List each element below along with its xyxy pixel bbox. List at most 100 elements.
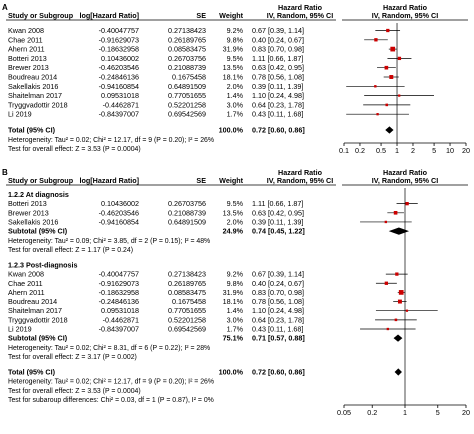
header-hr-method: IV, Random, 95% CI (267, 11, 333, 20)
header-plot-title: Hazard Ratio (383, 168, 428, 177)
standard-error: 0.64891509 (168, 82, 206, 91)
log-hazard-ratio: -0.4462871 (103, 315, 139, 324)
point-estimate-marker (405, 309, 409, 312)
header-hr-method: IV, Random, 95% CI (267, 176, 333, 185)
point-estimate-marker (390, 46, 396, 52)
x-tick-label: 1 (403, 408, 407, 417)
weight-value: 13.5% (223, 208, 244, 217)
standard-error: 0.26189765 (168, 279, 206, 288)
x-tick-label: 0.05 (337, 408, 351, 417)
panel-label: B (2, 168, 8, 177)
study-name: Boudreau 2014 (8, 73, 57, 82)
hazard-ratio-ci: 1.11 [0.66, 1.87] (252, 54, 303, 63)
x-tick-label: 0.1 (339, 146, 349, 155)
x-tick-label: 5 (432, 146, 436, 155)
hazard-ratio-ci: 1.10 [0.24, 4.98] (252, 306, 304, 315)
point-estimate-marker (397, 56, 402, 61)
hazard-ratio-ci: 0.40 [0.24, 0.67] (252, 35, 304, 44)
total-label: Total (95% CI) (8, 368, 56, 377)
weight-value: 2.0% (227, 217, 244, 226)
point-estimate-marker (397, 299, 402, 304)
point-estimate-marker (384, 281, 389, 285)
weight-value: 31.9% (223, 288, 244, 297)
hazard-ratio-ci: 0.71 [0.57, 0.88] (252, 334, 305, 343)
study-name: Kwan 2008 (8, 270, 44, 279)
study-name: Shaitelman 2017 (8, 306, 62, 315)
header-weight: Weight (219, 176, 243, 185)
log-hazard-ratio: -0.94160854 (99, 217, 139, 226)
point-estimate-marker (385, 103, 389, 107)
hazard-ratio-ci: 0.43 [0.11, 1.68] (252, 110, 303, 119)
header-study: Study or Subgroup (8, 176, 74, 185)
weight-value: 100.0% (219, 368, 244, 377)
log-hazard-ratio: -0.46203546 (99, 208, 139, 217)
point-estimate-marker (374, 85, 377, 88)
hazard-ratio-ci: 0.64 [0.23, 1.78] (252, 315, 304, 324)
hazard-ratio-ci: 0.78 [0.56, 1.08] (252, 73, 304, 82)
log-hazard-ratio: 0.10436002 (101, 199, 139, 208)
weight-value: 18.1% (223, 73, 244, 82)
statistic-note: Heterogeneity: Tau² = 0.09; Chi² = 3.85,… (8, 238, 210, 245)
hazard-ratio-ci: 1.11 [0.66, 1.87] (252, 199, 303, 208)
hazard-ratio-ci: 0.72 [0.60, 0.86] (252, 368, 305, 377)
point-estimate-marker (386, 28, 390, 33)
study-name: Chae 2011 (8, 279, 43, 288)
standard-error: 0.69542569 (168, 325, 206, 334)
header-hr-title: Hazard Ratio (278, 168, 323, 177)
subtotal-label: Subtotal (95% CI) (8, 227, 68, 236)
log-hazard-ratio: -0.24846136 (99, 73, 139, 82)
statistic-note: Heterogeneity: Tau² = 0.02; Chi² = 8.31,… (8, 345, 210, 352)
study-name: Sakellakis 2016 (8, 82, 58, 91)
statistic-note: Test for overall effect: Z = 1.17 (P = 0… (8, 247, 133, 254)
standard-error: 0.26703756 (168, 54, 206, 63)
standard-error: 0.77051655 (168, 306, 206, 315)
hazard-ratio-ci: 0.40 [0.24, 0.67] (252, 279, 304, 288)
x-tick-label: 0.2 (367, 408, 377, 417)
log-hazard-ratio: -0.94160854 (99, 82, 139, 91)
standard-error: 0.69542569 (168, 110, 206, 119)
x-tick-label: 20 (462, 146, 470, 155)
statistic-note: Test for subaroup differences: Chi² = 0.… (8, 397, 214, 404)
header-plot-method: IV, Random, 95% CI (372, 176, 438, 185)
subtotal-diamond (393, 334, 403, 342)
standard-error: 0.1675458 (172, 297, 206, 306)
point-estimate-marker (376, 113, 379, 116)
point-estimate-marker (384, 220, 388, 224)
hazard-ratio-ci: 0.67 [0.39, 1.14] (252, 26, 304, 35)
point-estimate-marker (386, 327, 389, 331)
study-name: Tryggvadottir 2018 (8, 315, 68, 324)
weight-value: 1.7% (227, 325, 244, 334)
log-hazard-ratio: -0.91629073 (99, 35, 139, 44)
weight-value: 1.4% (227, 91, 244, 100)
total-diamond (385, 126, 394, 134)
log-hazard-ratio: -0.40047757 (99, 270, 139, 279)
hazard-ratio-ci: 0.39 [0.11, 1.39] (252, 217, 303, 226)
log-hazard-ratio: -0.24846136 (99, 297, 139, 306)
weight-value: 3.0% (227, 100, 244, 109)
study-name: Boudreau 2014 (8, 297, 57, 306)
statistic-note: Test for overall effect: Z = 3.53 (P = 0… (8, 388, 141, 395)
x-tick-label: 0.2 (355, 146, 365, 155)
hazard-ratio-ci: 0.78 [0.56, 1.08] (252, 297, 304, 306)
study-name: Ahern 2011 (8, 288, 45, 297)
hazard-ratio-ci: 0.83 [0.70, 0.98] (252, 288, 304, 297)
point-estimate-marker (394, 318, 398, 322)
x-tick-label: 1 (395, 146, 399, 155)
statistic-note: Test for overall effect: Z = 3.17 (P = 0… (8, 354, 137, 361)
weight-value: 2.0% (227, 82, 244, 91)
standard-error: 0.27138423 (168, 26, 206, 35)
log-hazard-ratio: -0.91629073 (99, 279, 139, 288)
subtotal-label: Subtotal (95% CI) (8, 334, 68, 343)
study-name: Brewer 2013 (8, 63, 49, 72)
standard-error: 0.27138423 (168, 270, 206, 279)
weight-value: 9.2% (227, 270, 244, 279)
log-hazard-ratio: -0.46203546 (99, 63, 139, 72)
statistic-note: Test for overall effect: Z = 3.53 (P = 0… (8, 146, 141, 153)
weight-value: 9.5% (227, 54, 244, 63)
weight-value: 9.5% (227, 199, 244, 208)
hazard-ratio-ci: 0.39 [0.11, 1.39] (252, 82, 303, 91)
weight-value: 31.9% (223, 45, 244, 54)
point-estimate-marker (384, 65, 389, 70)
